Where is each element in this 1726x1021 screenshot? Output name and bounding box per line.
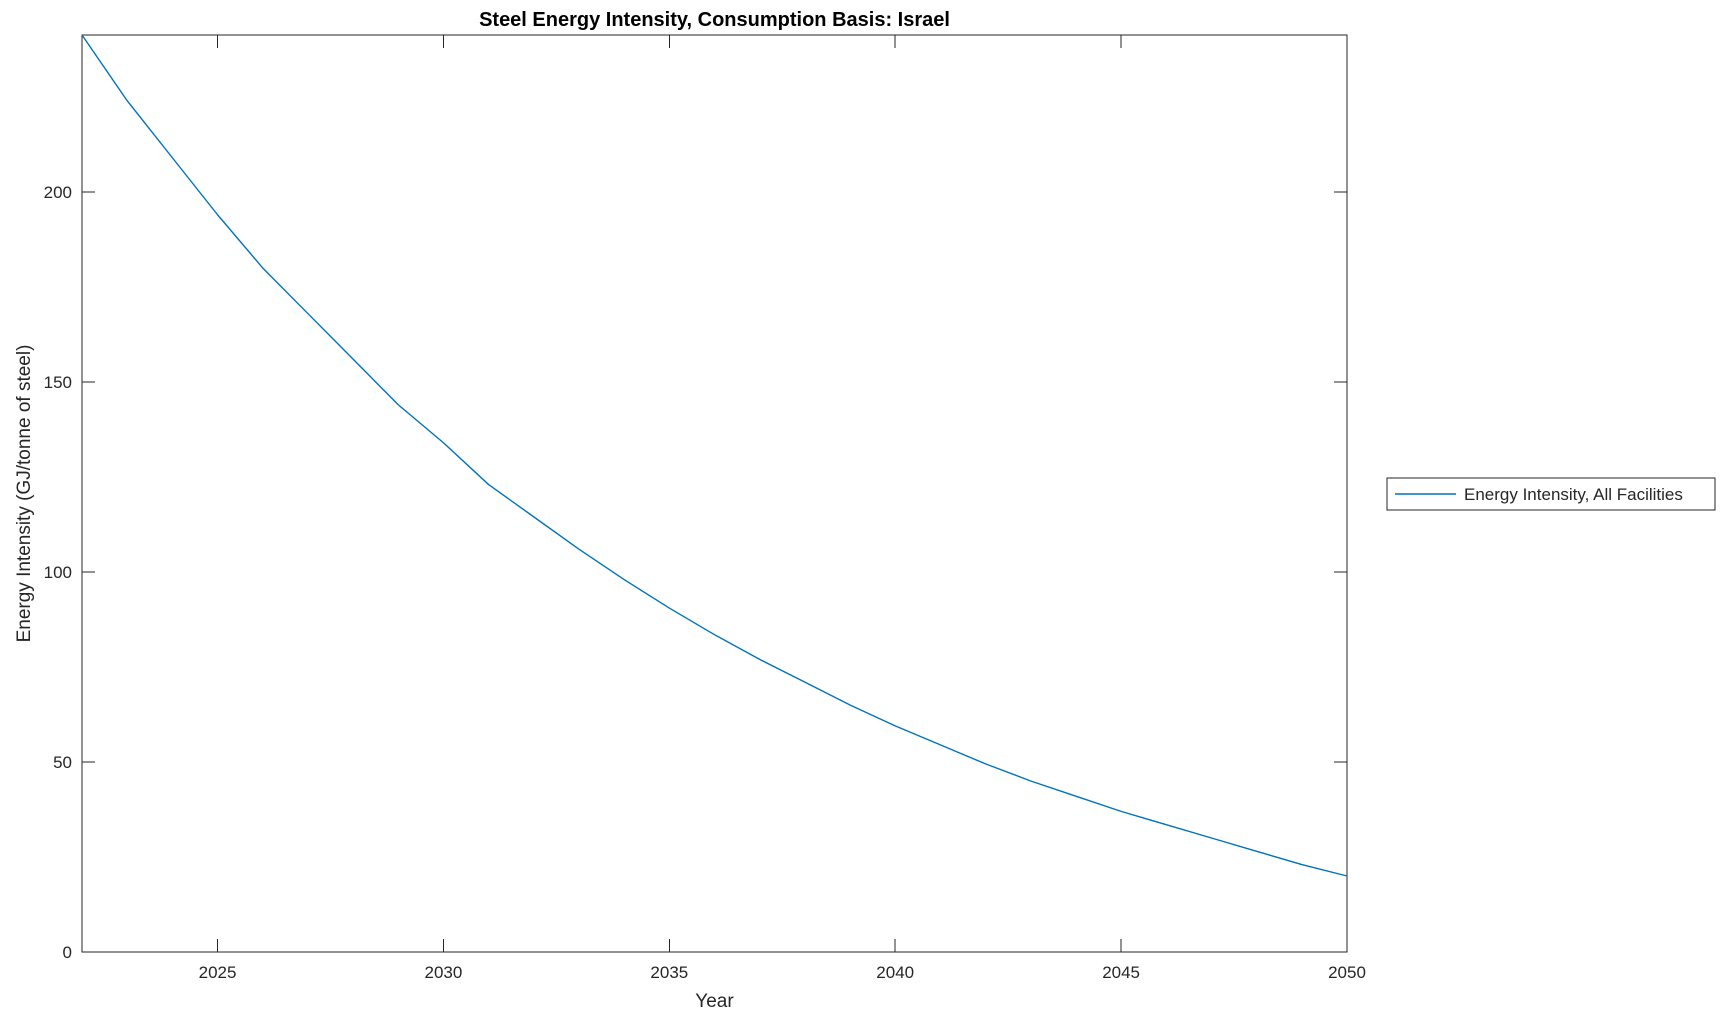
x-tick-label: 2025	[199, 963, 237, 982]
chart-title: Steel Energy Intensity, Consumption Basi…	[479, 9, 950, 31]
y-tick-label: 150	[44, 373, 72, 392]
legend: Energy Intensity, All Facilities	[1386, 477, 1716, 511]
plot-box	[81, 34, 1348, 953]
legend-label: Energy Intensity, All Facilities	[1464, 485, 1683, 504]
y-axis-label: Energy Intensity (GJ/tonne of steel)	[14, 345, 35, 643]
y-tick-label: 0	[63, 943, 72, 962]
y-tick-label: 200	[44, 183, 72, 202]
y-tick-label: 50	[53, 753, 72, 772]
x-tick-label: 2040	[876, 963, 914, 982]
axes-layer: 2025 2030 2035 2040 2045 2050 0 50 100 150 200	[44, 34, 1366, 982]
x-tick-label: 2045	[1102, 963, 1140, 982]
x-tick-label: 2050	[1328, 963, 1366, 982]
y-tick-label: 100	[44, 563, 72, 582]
x-tick-label: 2035	[650, 963, 688, 982]
energy-intensity-line	[81, 34, 1348, 877]
x-axis-label: Year	[695, 991, 734, 1012]
x-tick-label: 2030	[425, 963, 463, 982]
